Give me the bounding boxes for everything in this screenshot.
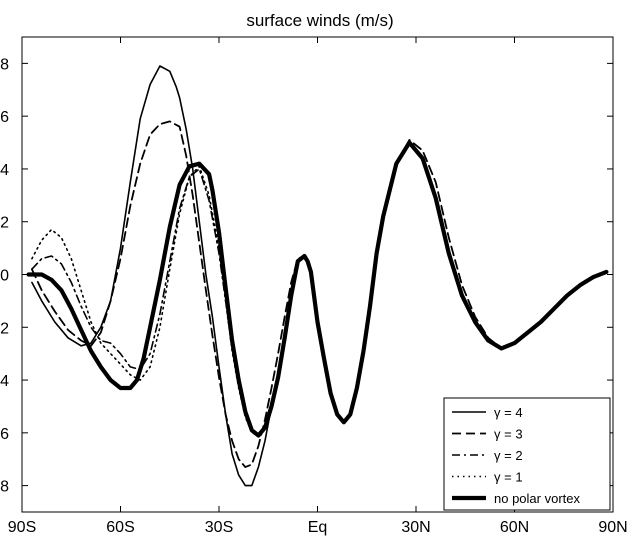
x-tick-label: 60N [500,519,529,536]
legend-label: γ = 4 [494,405,523,420]
x-tick-label: 90N [598,519,627,536]
y-tick-label: 4 [0,373,9,390]
y-tick-label: 4 [0,162,9,179]
chart-title: surface winds (m/s) [246,11,393,30]
series-line-3 [31,141,608,437]
legend-label: γ = 3 [494,427,523,442]
x-tick-label: 30N [401,519,430,536]
y-tick-label: 2 [0,215,9,232]
legend-label: γ = 1 [494,470,523,485]
legend-box [443,397,611,511]
series-layer [26,65,609,487]
legend-label: no polar vortex [494,491,580,506]
y-tick-label: 8 [0,479,9,496]
x-tick-label: 90S [8,519,36,536]
axes: 8 6 4 2 0 2 4 6 8 90S 60S 30S Eq 30N 60N 90N [0,36,628,536]
y-tick-label: 8 [0,56,9,73]
legend: γ = 4 γ = 3 γ = 2 γ = 1 no polar vortex [443,397,611,511]
x-tick-label: Eq [308,519,328,536]
series-line-5 [26,140,609,438]
x-tick-label: 60S [106,519,134,536]
x-tick-label: 30S [205,519,233,536]
legend-label: γ = 2 [494,448,523,463]
y-tick-label: 6 [0,109,9,126]
y-tick-label: 2 [0,320,9,337]
series-line-4 [31,141,608,437]
y-tick-label: 6 [0,426,9,443]
y-tick-label: 0 [0,268,9,285]
